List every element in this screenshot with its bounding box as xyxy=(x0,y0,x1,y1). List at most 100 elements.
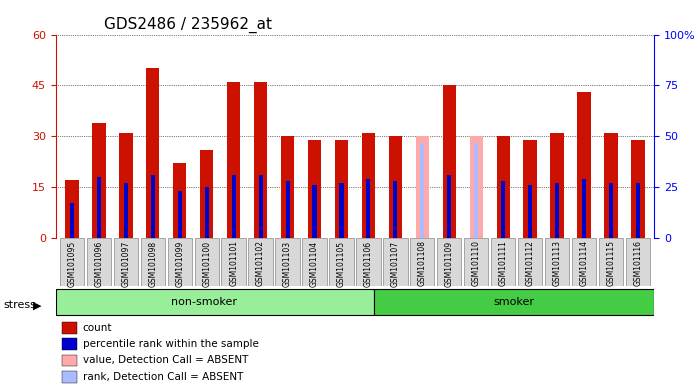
FancyBboxPatch shape xyxy=(302,238,326,286)
FancyBboxPatch shape xyxy=(60,238,84,286)
Text: GSM101097: GSM101097 xyxy=(121,240,130,287)
Bar xyxy=(62,338,77,350)
Bar xyxy=(227,82,240,238)
Text: smoker: smoker xyxy=(493,297,535,308)
Bar xyxy=(335,140,348,238)
Text: GSM101113: GSM101113 xyxy=(553,240,562,286)
FancyBboxPatch shape xyxy=(491,238,515,286)
Bar xyxy=(313,185,317,238)
Bar xyxy=(555,183,559,238)
Text: GSM101104: GSM101104 xyxy=(310,240,319,286)
Text: value, Detection Call = ABSENT: value, Detection Call = ABSENT xyxy=(83,356,248,366)
Bar xyxy=(393,181,397,238)
Text: percentile rank within the sample: percentile rank within the sample xyxy=(83,339,258,349)
FancyBboxPatch shape xyxy=(599,238,623,286)
Text: GSM101110: GSM101110 xyxy=(472,240,481,286)
FancyBboxPatch shape xyxy=(374,290,654,315)
FancyBboxPatch shape xyxy=(168,238,192,286)
FancyBboxPatch shape xyxy=(329,238,354,286)
Bar xyxy=(62,355,77,366)
Text: GSM101103: GSM101103 xyxy=(283,240,292,286)
Text: GSM101111: GSM101111 xyxy=(499,240,508,286)
FancyBboxPatch shape xyxy=(410,238,434,286)
Bar xyxy=(259,175,262,238)
Bar xyxy=(448,175,451,238)
Text: GSM101105: GSM101105 xyxy=(337,240,346,286)
Text: count: count xyxy=(83,323,112,333)
FancyBboxPatch shape xyxy=(518,238,542,286)
Bar xyxy=(62,322,77,334)
Bar xyxy=(173,164,187,238)
Bar xyxy=(420,143,425,238)
Bar xyxy=(285,181,290,238)
Bar xyxy=(631,140,644,238)
Text: GSM101114: GSM101114 xyxy=(580,240,589,286)
Bar xyxy=(97,177,101,238)
Bar xyxy=(528,185,532,238)
FancyBboxPatch shape xyxy=(572,238,596,286)
Bar xyxy=(551,133,564,238)
Bar xyxy=(388,136,402,238)
Bar xyxy=(582,179,586,238)
Bar xyxy=(146,68,159,238)
Text: GSM101100: GSM101100 xyxy=(202,240,211,286)
FancyBboxPatch shape xyxy=(141,238,165,286)
FancyBboxPatch shape xyxy=(87,238,111,286)
Bar xyxy=(470,136,483,238)
FancyBboxPatch shape xyxy=(113,238,138,286)
Bar xyxy=(443,86,456,238)
Bar xyxy=(636,183,640,238)
Bar xyxy=(65,180,79,238)
Bar xyxy=(254,82,267,238)
FancyBboxPatch shape xyxy=(195,238,219,286)
Bar xyxy=(501,181,505,238)
FancyBboxPatch shape xyxy=(383,238,408,286)
Text: GSM101107: GSM101107 xyxy=(391,240,400,286)
FancyBboxPatch shape xyxy=(626,238,650,286)
Text: GSM101106: GSM101106 xyxy=(364,240,373,286)
FancyBboxPatch shape xyxy=(56,290,374,315)
Text: non-smoker: non-smoker xyxy=(171,297,237,308)
FancyBboxPatch shape xyxy=(276,238,300,286)
Text: GSM101099: GSM101099 xyxy=(175,240,184,287)
Bar xyxy=(578,92,591,238)
Text: GSM101112: GSM101112 xyxy=(525,240,535,286)
Text: GSM101095: GSM101095 xyxy=(68,240,77,287)
Text: GSM101115: GSM101115 xyxy=(607,240,615,286)
Text: GSM101102: GSM101102 xyxy=(256,240,265,286)
Bar xyxy=(92,123,106,238)
Text: GSM101116: GSM101116 xyxy=(633,240,642,286)
Bar xyxy=(200,150,214,238)
Text: ▶: ▶ xyxy=(33,300,42,310)
FancyBboxPatch shape xyxy=(464,238,489,286)
Bar xyxy=(232,175,236,238)
FancyBboxPatch shape xyxy=(437,238,461,286)
Bar xyxy=(177,191,182,238)
Text: stress: stress xyxy=(3,300,36,310)
Bar xyxy=(362,133,375,238)
Bar xyxy=(205,187,209,238)
Bar xyxy=(151,175,155,238)
Bar xyxy=(604,133,618,238)
FancyBboxPatch shape xyxy=(356,238,381,286)
Bar xyxy=(62,371,77,383)
Bar xyxy=(416,136,429,238)
Text: GSM101109: GSM101109 xyxy=(445,240,454,286)
Bar xyxy=(70,204,74,238)
Bar xyxy=(340,183,344,238)
FancyBboxPatch shape xyxy=(545,238,569,286)
FancyBboxPatch shape xyxy=(221,238,246,286)
Text: GSM101101: GSM101101 xyxy=(229,240,238,286)
Bar xyxy=(366,179,370,238)
Bar xyxy=(523,140,537,238)
Text: GSM101098: GSM101098 xyxy=(148,240,157,286)
Bar xyxy=(496,136,510,238)
Bar xyxy=(124,183,128,238)
Text: GSM101096: GSM101096 xyxy=(95,240,103,287)
Text: GSM101108: GSM101108 xyxy=(418,240,427,286)
Text: rank, Detection Call = ABSENT: rank, Detection Call = ABSENT xyxy=(83,372,243,382)
Bar xyxy=(609,183,613,238)
Bar xyxy=(280,136,294,238)
Bar xyxy=(308,140,322,238)
Text: GDS2486 / 235962_at: GDS2486 / 235962_at xyxy=(104,17,271,33)
